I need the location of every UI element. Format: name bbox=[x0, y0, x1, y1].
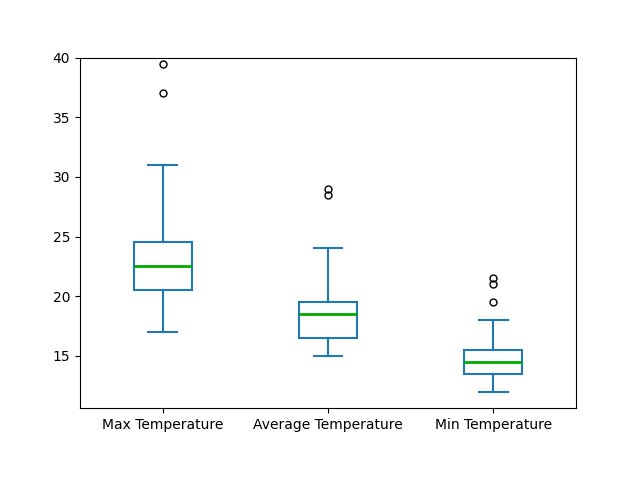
PathPatch shape bbox=[134, 242, 191, 290]
PathPatch shape bbox=[465, 350, 522, 374]
PathPatch shape bbox=[299, 302, 357, 338]
